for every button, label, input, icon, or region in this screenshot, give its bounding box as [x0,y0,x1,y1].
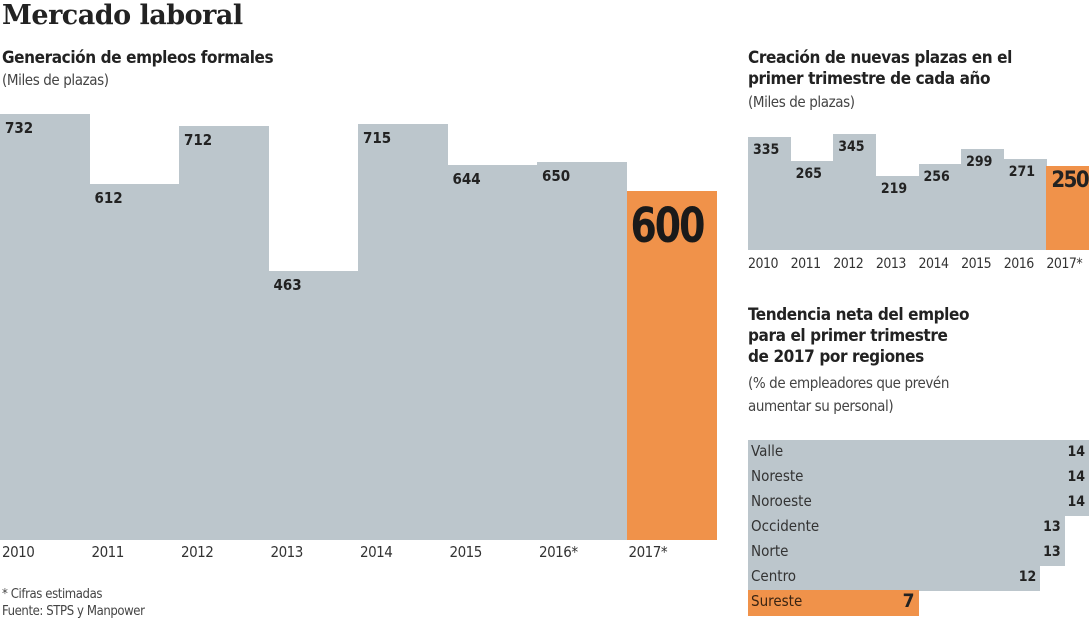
x-tick-label: 2017* [628,543,668,561]
chart3-title-line: de 2017 por regiones [748,347,924,367]
category-label: Noreste [751,467,804,485]
bar-2013 [875,176,919,250]
bar-2015 [447,165,538,540]
data-label: 732 [5,119,34,137]
chart3-subtitle: (% de empleadores que prevén aumentar su… [748,372,949,418]
bar-2010 [0,114,90,540]
chart2-title-line: Creación de nuevas plazas en el [748,48,1012,68]
data-label: 250 [1051,167,1089,193]
x-tick-label: 2013 [270,543,304,561]
chart1-subtitle: (Miles de plazas) [2,71,109,89]
data-label: 712 [184,130,213,149]
bar-2010 [748,137,792,250]
chart2-title-line: primer trimestre de cada año [748,69,991,89]
data-label: 715 [363,128,392,147]
bar-2011 [89,183,180,540]
x-tick-label: 2011 [790,256,822,272]
bar-2017* [1046,165,1089,250]
bar-2013 [268,270,359,540]
bar-2014 [918,163,962,250]
x-tick-label: 2011 [91,543,125,561]
bar-Sureste [748,590,919,616]
x-tick-label: 2016* [539,543,578,561]
bar-2016 [1003,158,1047,250]
category-label: Centro [751,567,797,585]
chart3-title-line: Tendencia neta del empleo [748,305,970,325]
x-tick-label: 2010 [748,256,779,272]
x-tick-label: 2015 [449,543,483,561]
data-label: 13 [1043,544,1061,560]
data-label: 612 [94,188,123,207]
chart3-subtitle-line: aumentar su personal) [748,397,894,415]
category-label: Occidente [751,517,820,535]
data-label: 271 [1008,163,1036,180]
bar-Noroeste [748,490,1089,516]
bar-Occidente [748,515,1065,541]
data-label: 14 [1067,444,1085,460]
data-label: 219 [880,181,908,198]
chart3-title-line: para el primer trimestre [748,326,948,346]
chart2-title: Creación de nuevas plazas en el primer t… [748,48,1012,90]
x-tick-label: 2014 [918,256,950,272]
x-tick-label: 2013 [875,256,907,272]
x-tick-label: 2014 [360,543,393,561]
chart1-title: Generación de empleos formales [2,48,274,68]
bar-2016* [537,161,627,540]
category-label: Norte [751,542,789,560]
footnote-source: Fuente: STPS y Manpower [2,604,145,619]
data-label: 265 [795,165,822,182]
bar-2012 [179,125,269,540]
data-label: 600 [630,196,706,254]
data-label: 12 [1018,569,1037,585]
bar-2015 [961,149,1005,250]
x-tick-label: 2015 [961,256,992,272]
data-label: 335 [753,142,780,159]
data-label: 14 [1067,469,1085,485]
bar-Noreste [748,465,1089,491]
category-label: Valle [751,442,784,460]
bar-Valle [748,440,1089,466]
infographic-title: Mercado laboral [2,0,243,31]
x-tick-label: 2017* [1046,256,1083,272]
bar-2017* [626,190,717,540]
bar-Norte [748,540,1065,566]
data-label: 13 [1043,519,1061,535]
category-label: Sureste [751,592,803,610]
category-label: Noroeste [751,492,812,510]
footnote-estimated: * Cifras estimadas [2,587,103,602]
bar-2011 [790,160,834,250]
data-label: 299 [966,154,993,171]
chart2-subtitle: (Miles de plazas) [748,93,855,111]
data-label: 650 [542,166,571,185]
data-label: 7 [902,590,915,612]
data-label: 14 [1067,494,1085,510]
footnotes: * Cifras estimadas Fuente: STPS y Manpow… [2,586,145,620]
data-label: 644 [452,170,481,189]
data-label: 345 [838,139,865,155]
x-tick-label: 2012 [181,543,214,561]
x-tick-label: 2012 [833,256,864,272]
x-tick-label: 2016 [1003,256,1035,272]
chart3-title: Tendencia neta del empleo para el primer… [748,305,969,368]
bar-2012 [833,134,877,250]
bar-Centro [748,565,1041,591]
bar-2014 [358,123,448,540]
data-label: 463 [273,275,302,294]
data-label: 256 [923,168,950,185]
chart3-subtitle-line: (% de empleadores que prevén [748,374,949,392]
x-tick-label: 2010 [2,543,35,561]
